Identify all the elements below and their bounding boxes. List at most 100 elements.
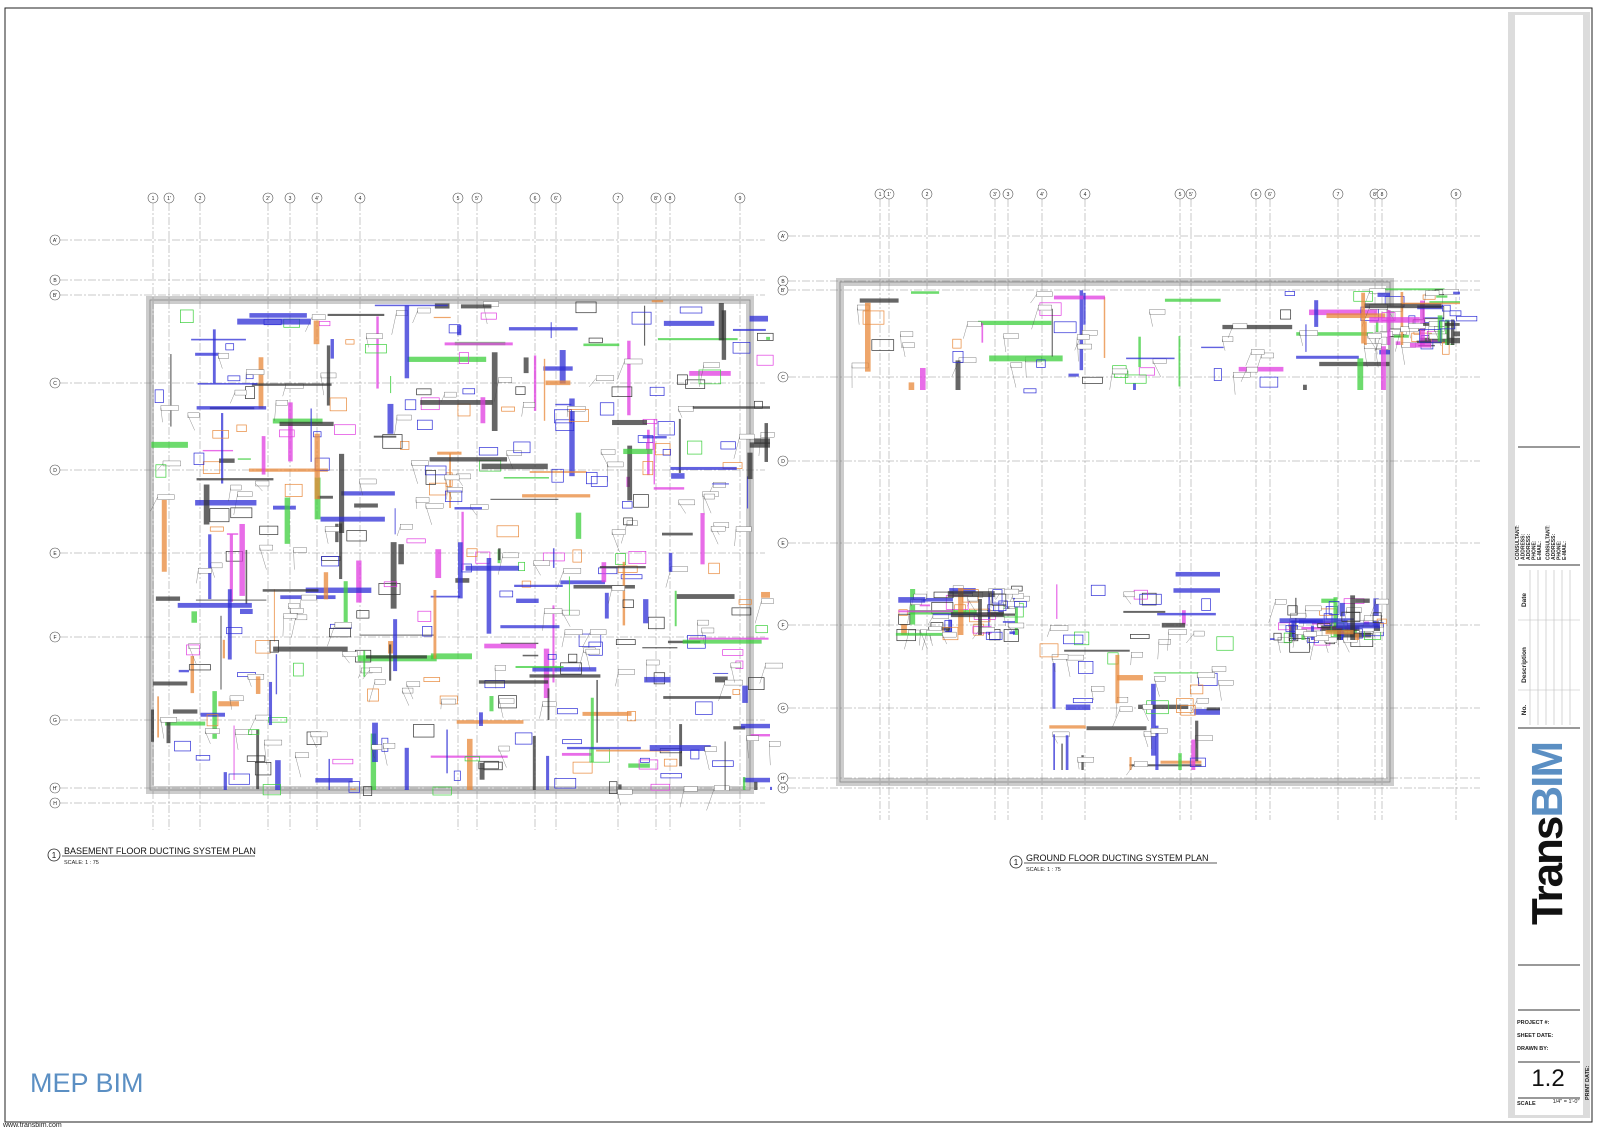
- equipment: [952, 351, 964, 363]
- duct: [284, 497, 290, 544]
- annotation-tag: [1246, 366, 1258, 373]
- grid-bubble: [1376, 188, 1388, 200]
- equipment: [383, 581, 398, 588]
- duct: [1321, 598, 1336, 603]
- duct: [1103, 297, 1106, 358]
- duct: [714, 676, 728, 683]
- grid-bubble: [777, 230, 789, 242]
- annotation-tag: [746, 735, 759, 741]
- leader: [274, 402, 277, 421]
- duct: [165, 721, 206, 726]
- grid-bubble: [777, 619, 789, 631]
- equipment: [254, 762, 272, 776]
- equipment: [1439, 320, 1456, 330]
- equipment: [1288, 633, 1299, 642]
- annotation-tag: [235, 729, 253, 735]
- annotation-tag: [697, 619, 709, 626]
- leader: [902, 345, 906, 357]
- duct: [1305, 324, 1307, 352]
- grid-label: 4: [359, 196, 362, 202]
- annotation-tag: [383, 743, 396, 749]
- equipment: [1189, 757, 1206, 767]
- annotation-tag: [295, 614, 308, 621]
- duct: [529, 471, 587, 473]
- leader: [1240, 369, 1247, 382]
- grid-bubble: [777, 702, 789, 714]
- equipment: [1138, 367, 1155, 376]
- annotation-tag: [160, 405, 179, 411]
- annotation-tag: [275, 400, 288, 406]
- duct: [305, 587, 372, 593]
- equipment: [445, 490, 463, 502]
- equipment: [748, 677, 765, 690]
- duct: [1450, 319, 1455, 345]
- consultant-line: CONSULTANT:: [1546, 525, 1552, 560]
- leader: [494, 667, 497, 689]
- duct: [373, 435, 397, 438]
- duct: [1065, 704, 1091, 711]
- equipment: [649, 386, 665, 396]
- leader: [342, 654, 350, 664]
- duct: [522, 654, 539, 657]
- duct: [1195, 720, 1199, 762]
- leader: [1152, 361, 1162, 378]
- grid-bubble: [777, 782, 789, 794]
- equipment: [475, 551, 491, 564]
- duct: [651, 300, 664, 303]
- duct: [195, 352, 220, 356]
- duct: [546, 755, 550, 790]
- duct: [498, 548, 501, 561]
- duct: [618, 784, 622, 790]
- duct: [1079, 290, 1084, 371]
- duct: [895, 632, 949, 636]
- grid-bubble: [1185, 188, 1197, 200]
- duct: [1369, 317, 1420, 323]
- equipment: [466, 548, 478, 557]
- duct: [1409, 342, 1432, 348]
- equipment: [1053, 321, 1077, 334]
- grid-label: F: [53, 635, 56, 641]
- annotation-tag: [761, 598, 774, 604]
- equipment: [423, 677, 441, 682]
- grid-bubble: [49, 289, 61, 301]
- annotation-tag: [234, 389, 247, 396]
- grid-bubble: [1174, 188, 1186, 200]
- duct: [569, 398, 575, 477]
- annotation-tag: [444, 391, 457, 398]
- duct: [420, 400, 493, 405]
- equipment: [478, 760, 499, 770]
- leader: [494, 379, 499, 402]
- equipment: [1323, 613, 1333, 626]
- annotation-tag: [290, 608, 304, 614]
- leader: [1051, 656, 1056, 673]
- equipment: [660, 773, 682, 779]
- grid-label: A': [781, 234, 785, 240]
- equipment: [621, 501, 633, 509]
- annotation-tag: [1193, 630, 1205, 637]
- equipment: [572, 549, 582, 563]
- grid-label: 7: [617, 196, 620, 202]
- leader: [1427, 323, 1430, 341]
- duct: [1081, 755, 1084, 770]
- annotation-tag: [417, 307, 431, 314]
- equipment: [429, 482, 447, 496]
- duct: [1309, 309, 1378, 316]
- duct: [627, 340, 631, 416]
- equipment: [708, 562, 720, 575]
- annotation-tag: [523, 402, 536, 408]
- leader: [730, 665, 735, 683]
- duct: [1129, 757, 1132, 770]
- grid-label: E: [781, 541, 785, 547]
- annotation-tag: [1082, 330, 1098, 336]
- duct: [1178, 753, 1182, 770]
- duct: [339, 523, 343, 580]
- equipment: [464, 756, 481, 762]
- duct: [1161, 622, 1186, 628]
- duct: [433, 589, 437, 659]
- equipment: [676, 374, 688, 385]
- leader: [702, 494, 705, 515]
- equipment: [991, 593, 1007, 606]
- annotation-tag: [1050, 625, 1069, 631]
- equipment: [1372, 612, 1382, 623]
- annotation-tag: [342, 651, 358, 657]
